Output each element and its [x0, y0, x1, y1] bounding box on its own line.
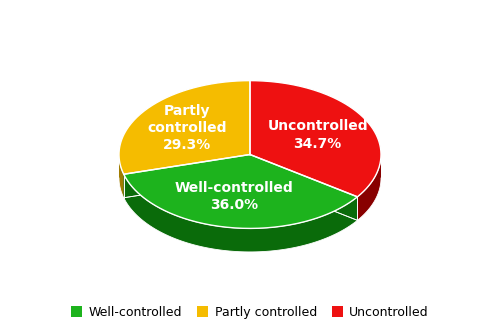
Polygon shape	[124, 155, 358, 228]
Polygon shape	[358, 155, 381, 220]
Polygon shape	[250, 155, 358, 220]
Polygon shape	[124, 155, 250, 198]
Text: Partly
controlled
29.3%: Partly controlled 29.3%	[148, 104, 227, 152]
Polygon shape	[119, 155, 124, 198]
Polygon shape	[119, 80, 250, 174]
Polygon shape	[124, 155, 250, 198]
Text: Uncontrolled
34.7%: Uncontrolled 34.7%	[268, 120, 368, 151]
Polygon shape	[250, 155, 358, 220]
Polygon shape	[250, 80, 381, 197]
Legend: Well-controlled, Partly controlled, Uncontrolled: Well-controlled, Partly controlled, Unco…	[66, 301, 434, 324]
Polygon shape	[124, 174, 358, 252]
Text: Well-controlled
36.0%: Well-controlled 36.0%	[175, 181, 294, 212]
